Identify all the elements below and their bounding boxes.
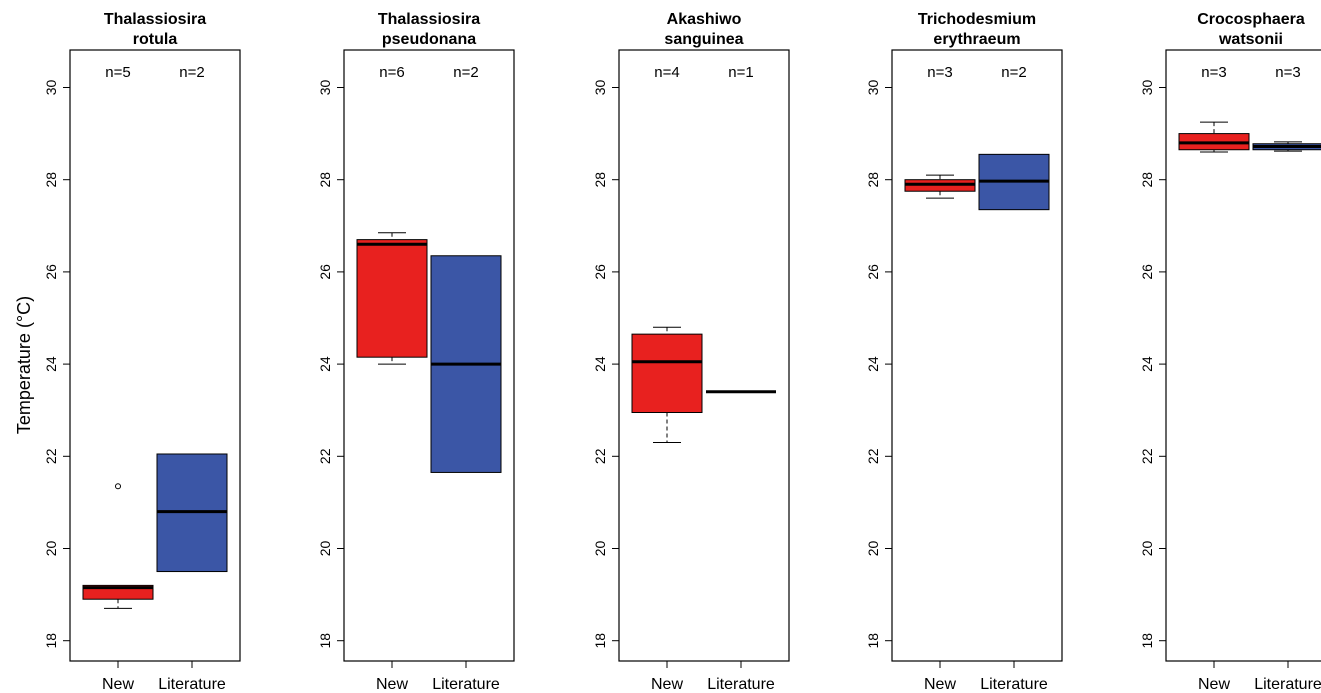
plot-frame [618, 49, 790, 662]
y-tick-label: 20 [317, 541, 333, 557]
panel-4: Trichodesmium erythraeum 18 20 22 24 26 28 30 n=3… [865, 11, 1063, 693]
y-tick-label: 22 [1139, 448, 1155, 464]
iqr-box [356, 239, 428, 358]
x-tick-label: New [924, 676, 956, 693]
y-tick-label: 28 [592, 172, 608, 188]
x-tick-label: Literature [158, 676, 226, 693]
x-tick-label: New [1198, 676, 1230, 693]
panel-title-line2: erythraeum [933, 31, 1020, 48]
panel-title-line2: pseudonana [382, 31, 476, 48]
y-tick-label: 26 [43, 264, 59, 280]
plot-frame [891, 49, 1063, 662]
y-tick-label: 28 [1139, 172, 1155, 188]
n-label: n=1 [728, 64, 753, 81]
y-tick-label: 28 [43, 172, 59, 188]
panel-title-line1: Akashiwo [667, 11, 742, 28]
y-tick-label: 30 [317, 80, 333, 96]
y-tick-label: 24 [865, 356, 881, 372]
panel-title-line1: Thalassiosira [378, 11, 480, 28]
x-tick-label: Literature [1254, 676, 1321, 693]
plot-frame [69, 49, 241, 662]
box-new: n=3 New [1178, 64, 1250, 693]
y-tick-label: 28 [317, 172, 333, 188]
y-tick-label: 20 [1139, 541, 1155, 557]
box-new: n=6 New [356, 64, 428, 693]
n-label: n=3 [1275, 64, 1300, 81]
n-label: n=3 [927, 64, 952, 81]
y-tick-label: 28 [865, 172, 881, 188]
box-literature: n=2 Literature [978, 64, 1050, 693]
panel-title-line2: watsonii [1218, 31, 1283, 48]
x-tick-label: New [102, 676, 134, 693]
outlier-point [115, 483, 121, 490]
y-tick-label: 24 [43, 356, 59, 372]
y-tick-label: 30 [1139, 80, 1155, 96]
x-tick-label: New [376, 676, 408, 693]
y-tick-label: 20 [865, 541, 881, 557]
panel-3: Akashiwo sanguinea 18 20 22 24 26 28 30 n=4 New n=1… [592, 11, 790, 693]
n-label: n=5 [105, 64, 130, 81]
y-tick-label: 30 [43, 80, 59, 96]
y-tick-label: 26 [1139, 264, 1155, 280]
y-tick-label: 18 [1139, 633, 1155, 649]
panel-1: Thalassiosirarotula18202224262830n=5Newn… [43, 11, 241, 693]
y-axis-label: Temperature (°C) [14, 296, 34, 434]
y-tick-label: 22 [43, 448, 59, 464]
box-literature: n=2 Literature [156, 64, 228, 693]
panel-title-line2: rotula [133, 31, 178, 48]
y-tick-label: 20 [43, 541, 59, 557]
plot-frame [343, 49, 515, 662]
n-label: n=3 [1201, 64, 1226, 81]
box-new: n=3 New [904, 64, 976, 693]
panel-title-line2: sanguinea [664, 31, 743, 48]
y-tick-label: 24 [1139, 356, 1155, 372]
panel-2: Thalassiosira pseudonana 18 20 22 24 26 28 30 n=6… [317, 11, 515, 693]
y-tick-label: 22 [865, 448, 881, 464]
box-new: n=4 New [631, 64, 703, 693]
box-new: n=5 New [82, 64, 154, 693]
y-tick-label: 26 [865, 264, 881, 280]
y-tick-label: 18 [865, 633, 881, 649]
x-tick-label: Literature [980, 676, 1048, 693]
x-tick-label: Literature [432, 676, 500, 693]
y-tick-label: 24 [317, 356, 333, 372]
y-tick-label: 30 [592, 80, 608, 96]
panel-title-line1: Crocosphaera [1197, 11, 1305, 28]
box-literature: n=1 Literature [706, 64, 776, 693]
n-label: n=2 [179, 64, 204, 81]
panel-5: Crocosphaera watsonii 18 20 22 24 26 28 30 n=3 New… [1139, 11, 1321, 693]
n-label: n=2 [1001, 64, 1026, 81]
y-tick-label: 18 [43, 633, 59, 649]
panel-title-line1: Trichodesmium [918, 11, 1036, 28]
y-tick-label: 24 [592, 356, 608, 372]
iqr-box [631, 333, 703, 414]
box-literature: n=2 Literature [430, 64, 502, 693]
plot-frame [1165, 49, 1321, 662]
panel-title-line1: Thalassiosira [104, 11, 206, 28]
x-tick-label: New [651, 676, 683, 693]
n-label: n=6 [379, 64, 404, 81]
y-tick-label: 22 [592, 448, 608, 464]
y-tick-label: 30 [865, 80, 881, 96]
y-tick-label: 26 [592, 264, 608, 280]
y-tick-label: 18 [317, 633, 333, 649]
y-tick-label: 22 [317, 448, 333, 464]
n-label: n=2 [453, 64, 478, 81]
y-tick-label: 26 [317, 264, 333, 280]
x-tick-label: Literature [707, 676, 775, 693]
box-literature: n=3 Literature [1252, 64, 1321, 693]
n-label: n=4 [654, 64, 679, 81]
y-tick-label: 20 [592, 541, 608, 557]
y-tick-label: 18 [592, 633, 608, 649]
